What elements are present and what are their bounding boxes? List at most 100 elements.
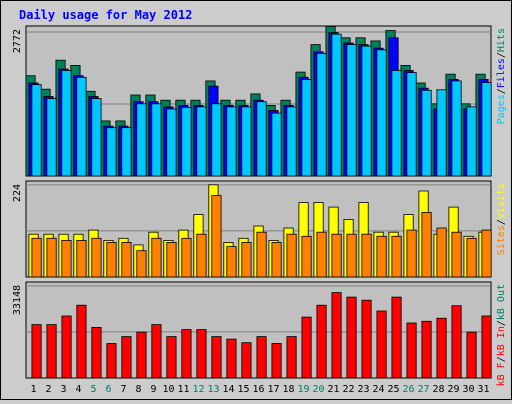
bar-sites-day-14: [226, 246, 237, 278]
bar-sites-day-21: [331, 233, 342, 278]
bar-sites-day-16: [256, 231, 267, 278]
bar-pages-day-17: [271, 112, 282, 177]
legend-item: /: [496, 52, 507, 58]
bar-kb-in-day-20: [316, 304, 327, 379]
bar-pages-day-5: [91, 98, 102, 177]
bar-pages-day-20: [316, 53, 327, 177]
bar-sites-day-6: [106, 241, 117, 278]
x-tick-label-27: 27: [417, 384, 429, 395]
bar-sites-day-2: [46, 237, 57, 278]
bar-pages-day-1: [31, 84, 42, 177]
x-tick-label-12: 12: [192, 384, 204, 395]
bar-pages-day-30: [466, 106, 477, 177]
bar-kb-in-day-7: [121, 336, 132, 379]
bar-pages-day-26: [406, 72, 417, 177]
x-tick-label-9: 9: [150, 384, 156, 395]
bar-sites-day-10: [166, 241, 177, 278]
x-tick-label-28: 28: [432, 384, 444, 395]
bar-pages-day-3: [61, 70, 72, 177]
bar-kb-in-day-17: [271, 343, 282, 379]
bar-pages-day-12: [196, 106, 207, 177]
bar-sites-day-4: [76, 239, 87, 278]
bar-kb-in-day-21: [331, 292, 342, 379]
bar-pages-day-2: [46, 98, 57, 177]
x-tick-label-3: 3: [60, 384, 66, 395]
bar-pages-day-25: [391, 70, 402, 177]
bar-pages-day-28: [436, 89, 447, 177]
legend-item: Pages: [496, 94, 507, 124]
bar-sites-day-26: [406, 229, 417, 278]
x-tick-label-4: 4: [75, 384, 81, 395]
x-tick-label-1: 1: [30, 384, 36, 395]
x-tick-label-15: 15: [237, 384, 249, 395]
bar-sites-day-23: [361, 233, 372, 278]
bar-sites-day-12: [196, 233, 207, 278]
bar-sites-day-31: [481, 229, 492, 278]
bar-pages-day-15: [241, 106, 252, 177]
bar-pages-day-24: [376, 49, 387, 177]
bar-sites-day-28: [436, 227, 447, 278]
x-tick-label-10: 10: [162, 384, 174, 395]
x-tick-label-7: 7: [120, 384, 126, 395]
bar-sites-day-30: [466, 237, 477, 278]
x-tick-label-8: 8: [135, 384, 141, 395]
bar-pages-day-22: [346, 44, 357, 177]
bar-kb-in-day-8: [136, 331, 147, 379]
bar-pages-day-4: [76, 76, 87, 177]
x-tick-label-17: 17: [267, 384, 279, 395]
bar-kb-in-day-14: [226, 338, 237, 379]
x-tick-label-23: 23: [357, 384, 369, 395]
legend-kb-in: kB F/kB In/kB Out: [496, 284, 507, 386]
bar-sites-day-18: [286, 233, 297, 278]
legend-item: Files: [496, 58, 507, 88]
x-tick-label-24: 24: [372, 384, 384, 395]
bar-kb-in-day-30: [466, 331, 477, 379]
x-tick-label-19: 19: [297, 384, 309, 395]
bar-kb-in-day-9: [151, 324, 162, 379]
x-tick-label-14: 14: [222, 384, 234, 395]
bar-sites-day-20: [316, 231, 327, 278]
bar-sites-day-24: [376, 235, 387, 278]
bar-kb-in-day-28: [436, 317, 447, 379]
bar-sites-day-7: [121, 241, 132, 278]
bar-sites-day-8: [136, 250, 147, 278]
bar-pages-day-29: [451, 80, 462, 177]
bar-pages-day-6: [106, 127, 117, 177]
bar-sites-day-19: [301, 235, 312, 278]
legend-item: Visits: [496, 183, 507, 219]
x-tick-label-20: 20: [312, 384, 324, 395]
bar-kb-in-day-19: [301, 316, 312, 379]
bar-sites-day-15: [241, 241, 252, 278]
legend-item: Sites: [496, 225, 507, 255]
bar-pages-day-13: [211, 103, 222, 177]
x-tick-label-22: 22: [342, 384, 354, 395]
x-tick-label-31: 31: [477, 384, 489, 395]
bar-kb-in-day-26: [406, 322, 417, 379]
bar-pages-day-10: [166, 108, 177, 177]
bar-kb-in-day-13: [211, 336, 222, 379]
bar-kb-in-day-15: [241, 342, 252, 379]
panel-visits-sites: 224 Sites/Visits: [12, 180, 507, 278]
bar-pages-day-18: [286, 106, 297, 177]
bar-kb-in-day-1: [31, 324, 42, 379]
bar-kb-in-day-11: [181, 329, 192, 379]
chart-title: Daily usage for May 2012: [19, 8, 192, 22]
bar-pages-day-7: [121, 127, 132, 177]
legend-item: Hits: [496, 28, 507, 52]
bar-kb-in-day-3: [61, 315, 72, 379]
bar-kb-in-day-4: [76, 304, 87, 379]
bar-kb-in-day-6: [106, 343, 117, 379]
bar-kb-in-day-2: [46, 324, 57, 379]
bar-sites-day-17: [271, 241, 282, 278]
x-tick-label-5: 5: [90, 384, 96, 395]
bar-kb-in-day-5: [91, 326, 102, 379]
bar-kb-in-day-23: [361, 299, 372, 379]
bar-kb-in-day-16: [256, 336, 267, 379]
legend-item: /: [496, 320, 507, 326]
legend-item: kB F: [496, 362, 507, 386]
bar-sites-day-22: [346, 233, 357, 278]
x-tick-label-18: 18: [282, 384, 294, 395]
bar-pages-day-14: [226, 106, 237, 177]
